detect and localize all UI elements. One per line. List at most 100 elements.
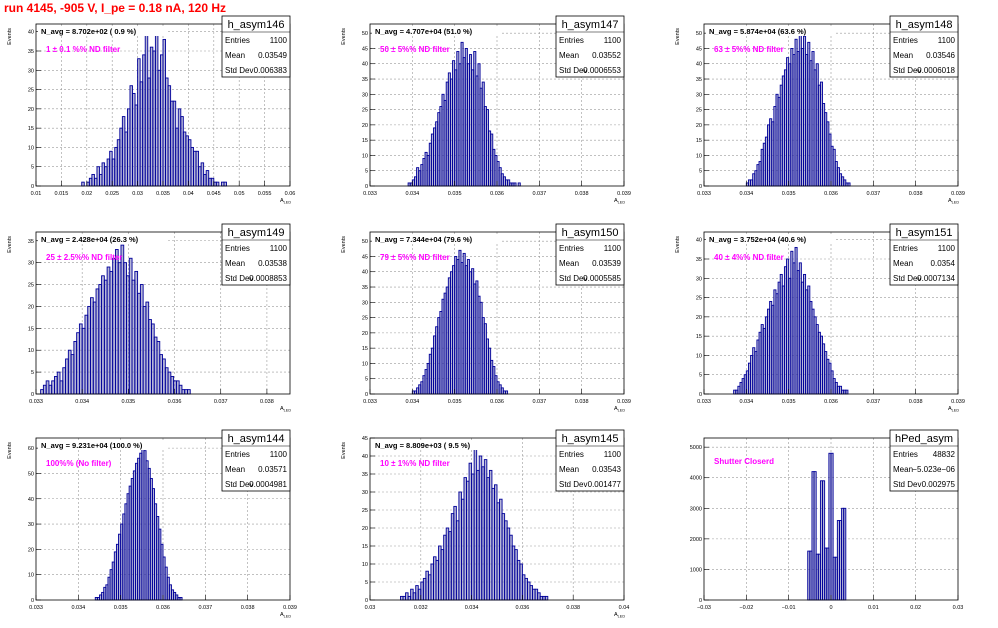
x-tick-label: 0.05: [234, 191, 245, 197]
x-tick-label: 0.038: [241, 605, 255, 611]
y-tick-label: 15: [696, 138, 702, 144]
y-tick-label: 3000: [690, 506, 702, 512]
stats-box: [889, 223, 959, 286]
y-tick-label: 45: [362, 254, 368, 260]
x-tick-label: −0.01: [782, 605, 796, 611]
histogram-pad-h_asym145: 0.03 0.032 0.034 0.036 0.038 0.04 0 5 10 15 20 25 30…: [338, 428, 658, 628]
y-tick-label: 50: [28, 471, 34, 477]
histogram-pad-h_asym150: 0.033 0.034 0.035 0.036 0.037 0.038 0.039 0 5 10 1…: [338, 222, 658, 422]
y-tick-label: 0: [365, 184, 368, 190]
y-tick-label: 15: [696, 334, 702, 340]
x-tick-label: 0.033: [697, 191, 711, 197]
stats-value: 1100: [938, 244, 956, 253]
y-tick-label: 10: [696, 153, 702, 159]
stats-label: Mean: [893, 259, 913, 268]
y-tick-label: 30: [696, 276, 702, 282]
filter-annotation: 63 ± 5%% ND filter: [714, 45, 784, 54]
y-tick-label: 30: [28, 522, 34, 528]
y-axis-title: Events: [341, 236, 347, 253]
stats-label: Entries: [893, 450, 918, 459]
histogram-pad-h_asym147: 0.033 0.034 0.035 0.036 0.037 0.038 0.039 0 5 10 1…: [338, 14, 658, 214]
histogram-svg: 0.033 0.034 0.035 0.036 0.037 0.038 0 5 10 15 20 25…: [7, 223, 291, 413]
stats-value: 0.03539: [592, 259, 621, 268]
y-tick-label: 0: [365, 392, 368, 398]
y-axis-title: Events: [341, 442, 347, 459]
navg-title-bg: [38, 234, 166, 244]
stats-label: Entries: [559, 244, 584, 253]
y-tick-label: 10: [28, 573, 34, 579]
y-tick-label: 30: [362, 490, 368, 496]
stats-histogram-name: h_asym145: [562, 433, 619, 445]
x-axis-title-subscript: LED: [618, 615, 626, 619]
x-tick-label: 0.01: [31, 191, 42, 197]
navg-title-bg: [372, 26, 500, 36]
navg-title: N_avg = 3.752e+04 (40.6 %): [709, 235, 807, 244]
y-tick-label: 20: [362, 123, 368, 129]
y-tick-label: 35: [362, 285, 368, 291]
filter-annotation: 79 ± 5%% ND filter: [380, 253, 450, 262]
x-tick-label: 0.033: [697, 399, 711, 405]
x-tick-label: 0.038: [575, 191, 589, 197]
x-tick-label: 0.045: [207, 191, 221, 197]
y-tick-label: 20: [696, 315, 702, 321]
y-tick-label: 2000: [690, 537, 702, 543]
histogram-fill: [746, 30, 851, 187]
stats-label: Entries: [559, 450, 584, 459]
stats-label: Entries: [559, 36, 584, 45]
stats-value: 1100: [270, 450, 288, 459]
y-tick-label: 60: [28, 446, 34, 452]
x-tick-label: 0.038: [575, 399, 589, 405]
x-tick-label: 0.02: [910, 605, 921, 611]
histogram-svg: −0.03 −0.02 −0.01 0 0.01 0.02 0.03 0 1000 2000 300…: [690, 429, 964, 611]
y-tick-label: 35: [28, 239, 34, 245]
histogram-fill: [95, 448, 183, 600]
y-tick-label: 10: [28, 145, 34, 151]
x-tick-label: 0.033: [363, 399, 377, 405]
stats-value: 0.03552: [592, 51, 621, 60]
stats-label: Mean: [893, 51, 913, 60]
y-tick-label: 50: [362, 31, 368, 37]
y-tick-label: 0: [699, 184, 702, 190]
stats-histogram-name: h_asym148: [896, 19, 953, 31]
stats-label: Entries: [225, 450, 250, 459]
stats-box: [221, 15, 291, 78]
x-tick-label: 0.034: [739, 399, 753, 405]
x-axis-title: ALED: [614, 612, 625, 619]
x-tick-label: 0.034: [465, 605, 479, 611]
navg-title: N_avg = 8.809e+03 ( 9.5 %): [375, 441, 471, 450]
x-tick-label: 0: [829, 605, 832, 611]
y-tick-label: 40: [28, 30, 34, 36]
y-tick-label: 40: [28, 497, 34, 503]
y-tick-label: 5: [365, 377, 368, 383]
x-tick-label: 0.03: [953, 605, 964, 611]
histogram-pad-hPed_asym: −0.03 −0.02 −0.01 0 0.01 0.02 0.03 0 1000 2000 300…: [672, 428, 992, 628]
y-tick-label: 15: [362, 138, 368, 144]
filter-annotation: 1 ± 0.1 %% ND filter: [46, 45, 120, 54]
histogram-fill: [408, 42, 521, 186]
stats-value: 48832: [933, 450, 956, 459]
y-tick-label: 40: [362, 62, 368, 68]
stats-box: [889, 15, 959, 78]
y-tick-label: 15: [362, 346, 368, 352]
stats-value: 1100: [270, 36, 288, 45]
y-tick-label: 20: [696, 123, 702, 129]
stats-label: Entries: [225, 244, 250, 253]
filter-annotation: Shutter Closerd: [714, 457, 774, 466]
y-tick-label: 5000: [690, 445, 702, 451]
x-tick-label: 0.038: [260, 399, 274, 405]
y-axis-title: Events: [7, 442, 13, 459]
stats-value: 0.0005585: [583, 274, 621, 283]
navg-title: N_avg = 2.428e+04 (26.3 %): [41, 235, 139, 244]
stats-value: 0.03549: [258, 51, 287, 60]
x-axis-title: ALED: [614, 406, 625, 413]
stats-label: Mean: [559, 259, 579, 268]
y-tick-label: 35: [696, 77, 702, 83]
x-tick-label: 0.039: [617, 191, 631, 197]
x-tick-label: 0.036: [490, 399, 504, 405]
x-axis-title-subscript: LED: [618, 201, 626, 205]
stats-value: 0.0006018: [917, 66, 955, 75]
y-tick-label: 20: [28, 107, 34, 113]
stats-value: 0.0006553: [583, 66, 621, 75]
y-axis-title: Events: [7, 236, 13, 253]
stats-label: Mean: [559, 465, 579, 474]
